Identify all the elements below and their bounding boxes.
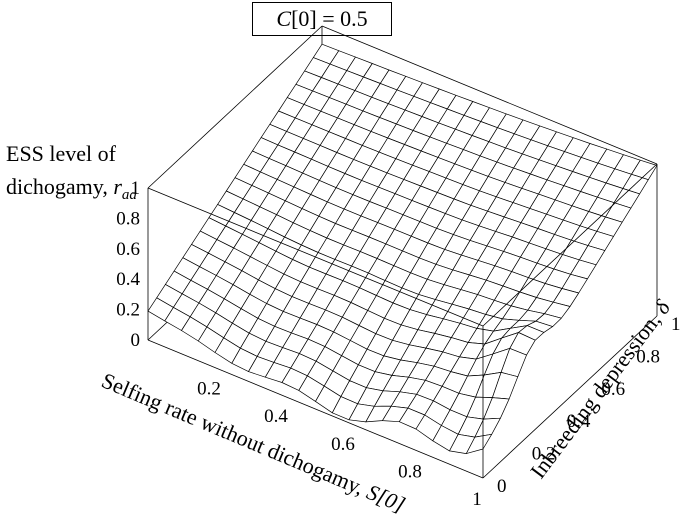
box-edge-top-right bbox=[482, 163, 658, 327]
z-tick-label: 0.4 bbox=[116, 269, 140, 290]
chart-title-var: C bbox=[276, 6, 292, 31]
z-tick-label: 0.2 bbox=[116, 300, 140, 321]
x-tick-label: 0.6 bbox=[331, 434, 355, 455]
x-tick-label: 0.2 bbox=[197, 379, 221, 400]
chart-title-rest: [0] = 0.5 bbox=[291, 6, 368, 31]
z-tick-label: 0 bbox=[131, 330, 141, 351]
y-tick-label: 0.8 bbox=[636, 346, 660, 367]
z-axis-label-line2: dichogamy, raa bbox=[6, 174, 137, 203]
z-axis-label-line1: ESS level of bbox=[6, 141, 117, 166]
box-edge-top-left bbox=[147, 25, 323, 189]
surface-cell bbox=[465, 433, 493, 454]
z-axis-label-var: r bbox=[113, 174, 122, 199]
box-edge-top-back bbox=[321, 25, 658, 165]
box-edge-top-front bbox=[147, 187, 484, 327]
x-tick-label: 0.4 bbox=[264, 406, 288, 427]
z-axis-label-text: dichogamy, bbox=[6, 174, 113, 199]
tick-labels: 00.20.40.60.810.20.40.60.8100.20.40.60.8… bbox=[116, 178, 680, 510]
x-tick-label: 0.8 bbox=[398, 461, 422, 482]
box-edge-bottom-right bbox=[482, 315, 658, 479]
y-tick-label: 0.4 bbox=[567, 411, 591, 432]
plot-box-front-edges bbox=[147, 163, 658, 479]
z-axis-label-sub: aa bbox=[122, 187, 137, 203]
x-tick-label: 1 bbox=[472, 489, 482, 510]
y-tick-label: 0.2 bbox=[532, 444, 556, 465]
z-tick-label: 0.8 bbox=[116, 208, 140, 229]
z-tick-label: 0.6 bbox=[116, 239, 140, 260]
x-axis-label-var: S[0] bbox=[363, 479, 409, 517]
box-edge-bottom-front bbox=[147, 339, 484, 479]
z-tick-label: 1 bbox=[131, 178, 141, 199]
y-tick-label: 0.6 bbox=[601, 379, 625, 400]
surface-mesh bbox=[147, 43, 658, 454]
y-tick-label: 0 bbox=[497, 476, 507, 497]
y-tick-label: 1 bbox=[671, 314, 681, 335]
